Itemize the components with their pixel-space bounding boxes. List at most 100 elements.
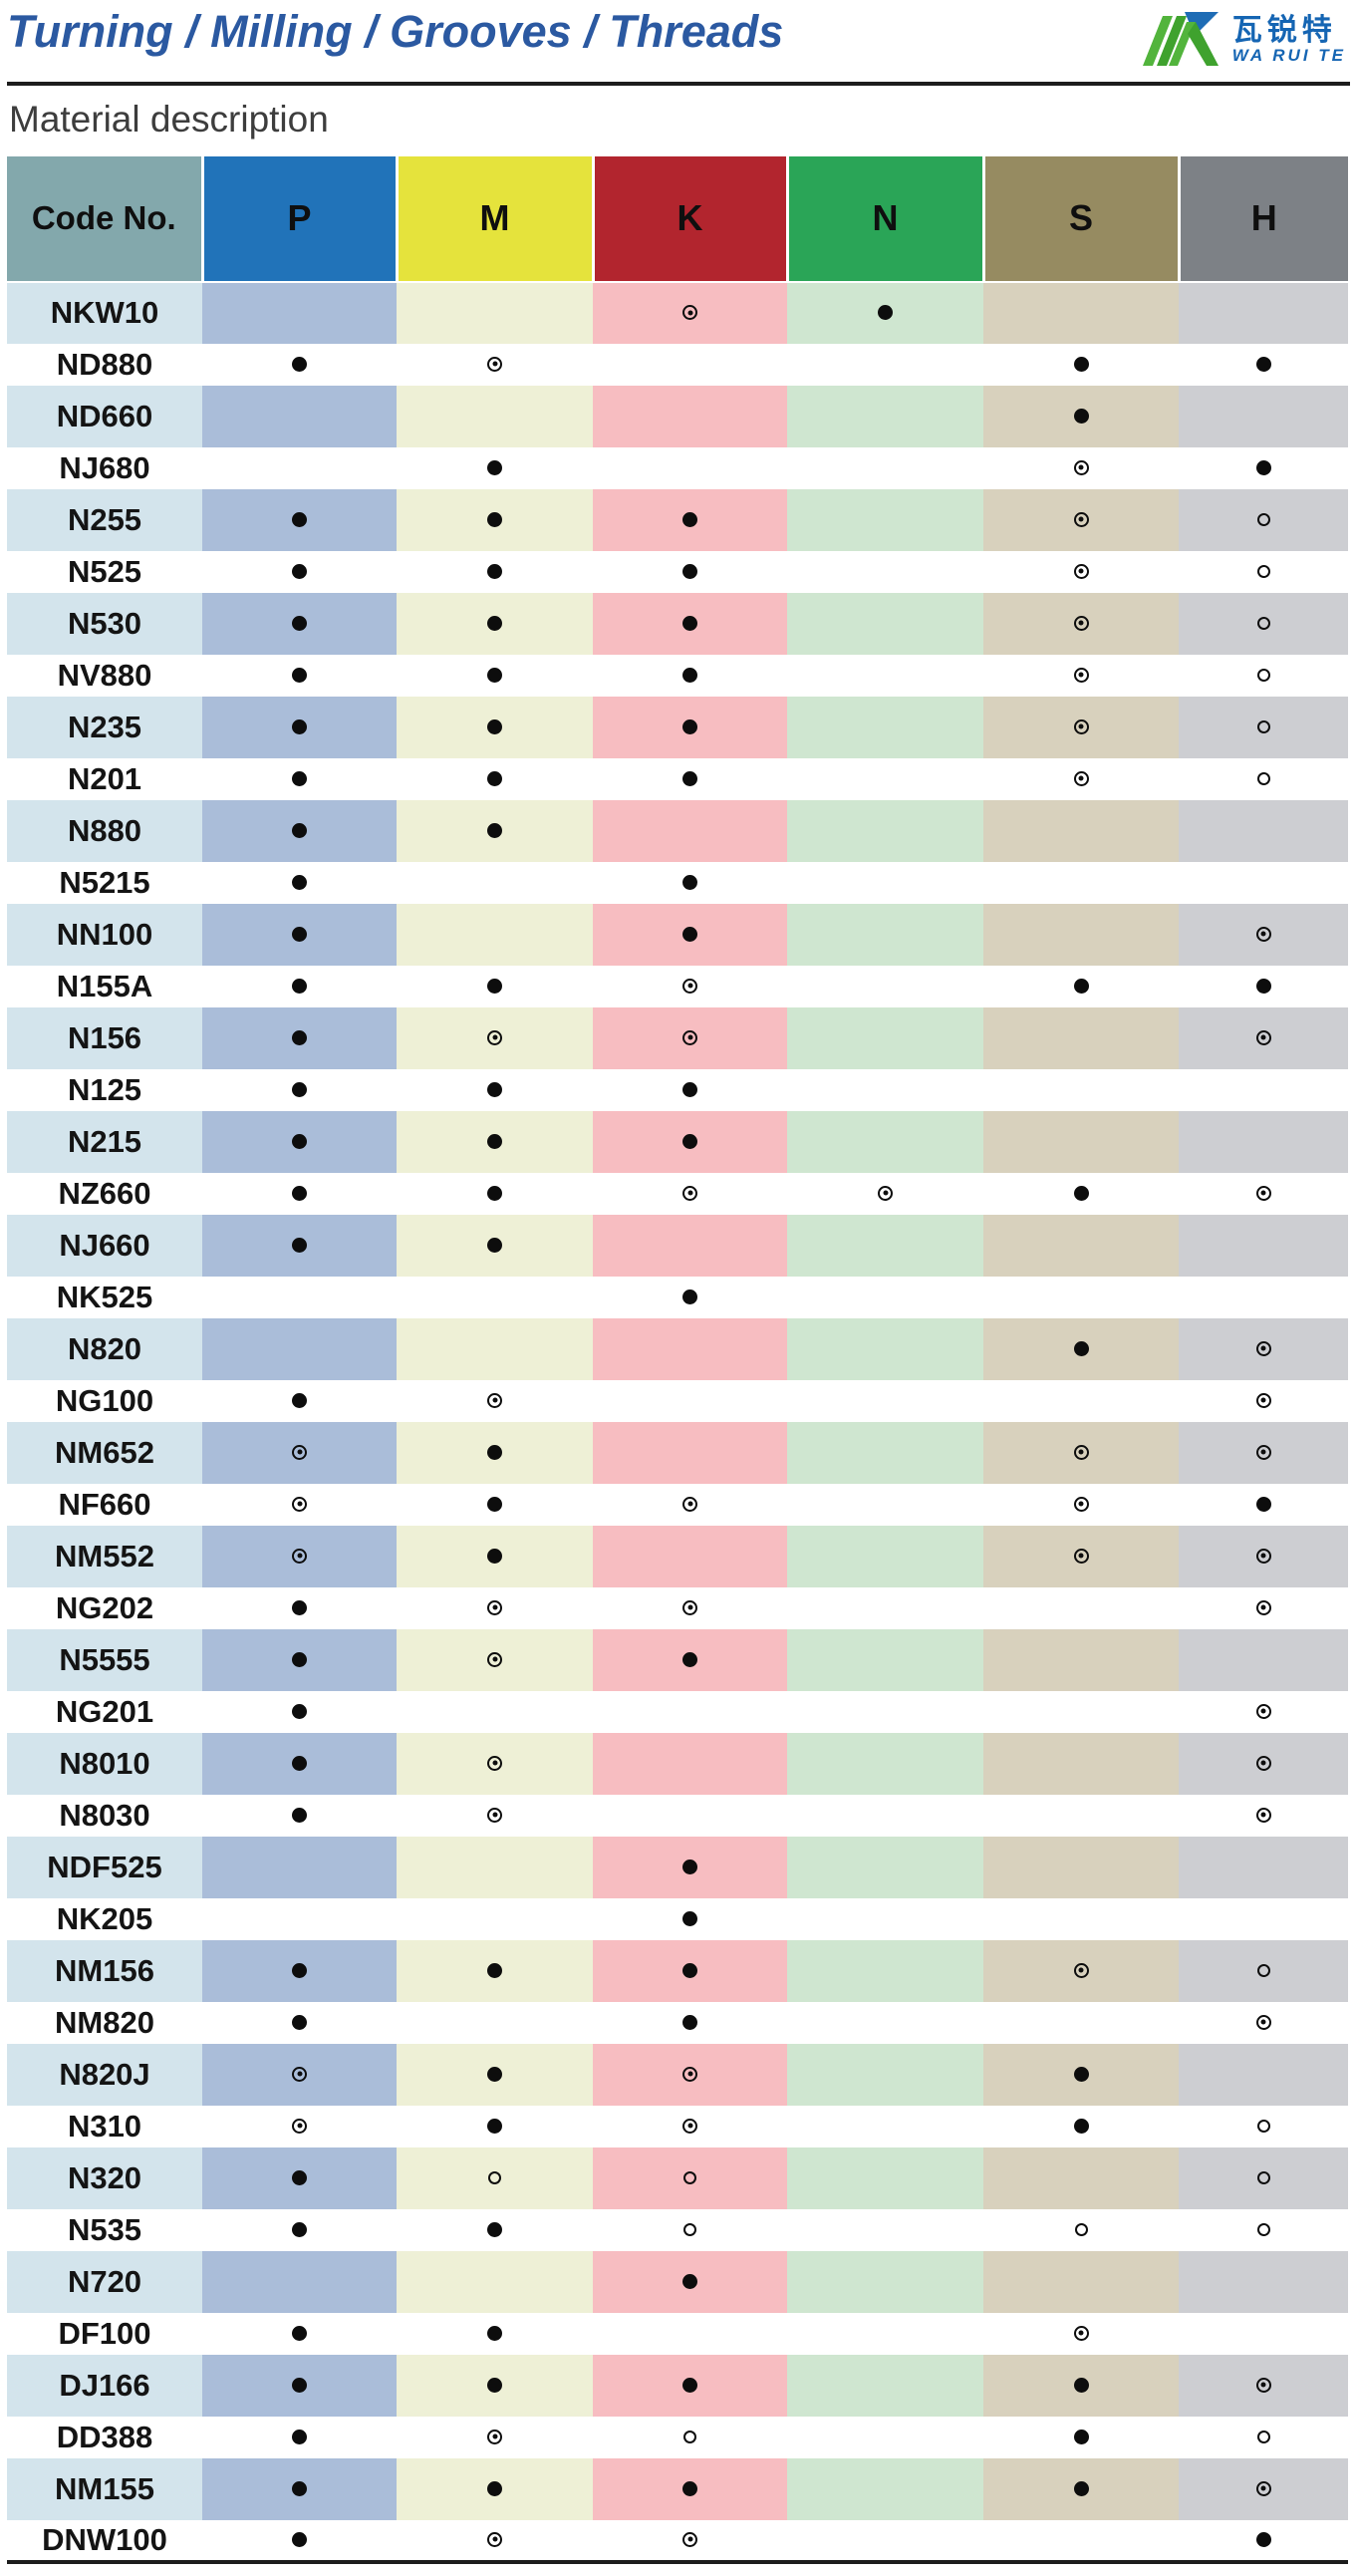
filled-dot-icon (487, 2066, 502, 2082)
bullseye-dot-icon (487, 2531, 502, 2547)
cell-S (983, 551, 1179, 593)
cell-H (1179, 551, 1348, 593)
cell-P (202, 1173, 397, 1215)
cell-N (787, 862, 983, 904)
cell-S (983, 1317, 1179, 1380)
open-dot-icon (683, 2222, 696, 2236)
cell-S (983, 1628, 1179, 1691)
filled-dot-icon (292, 2531, 307, 2547)
bullseye-dot-icon (1073, 667, 1089, 683)
filled-dot-icon (292, 1029, 307, 1045)
cell-N (787, 2147, 983, 2209)
bullseye-dot-icon (682, 305, 697, 321)
cell-P (202, 2002, 397, 2044)
table-row: N5555 (7, 1628, 1348, 1691)
table-row: NM155 (7, 2457, 1348, 2520)
filled-dot-icon (682, 1651, 697, 1667)
column-header-K: K (593, 155, 789, 283)
logo-mark-icon (1142, 12, 1219, 66)
cell-M (397, 1836, 593, 1898)
cell-H (1179, 1006, 1348, 1069)
cell-K (593, 2313, 787, 2355)
cell-K (593, 1795, 787, 1837)
cell-S (983, 1173, 1179, 1215)
filled-dot-icon (292, 1599, 307, 1615)
table-row: N880 (7, 799, 1348, 862)
cell-K (593, 592, 787, 655)
cell-S (983, 1836, 1179, 1898)
cell-H (1179, 1836, 1348, 1898)
cell-P (202, 1069, 397, 1111)
open-dot-icon (683, 2170, 696, 2184)
cell-S (983, 1898, 1179, 1940)
title-divider (7, 82, 1350, 86)
cell-N (787, 344, 983, 386)
filled-dot-icon (682, 2014, 697, 2030)
filled-dot-icon (292, 1133, 307, 1149)
filled-dot-icon (292, 2221, 307, 2237)
cell-S (983, 2002, 1179, 2044)
cell-K (593, 447, 787, 489)
bullseye-dot-icon (487, 1807, 502, 1823)
row-code: DNW100 (42, 2521, 167, 2557)
cell-P (202, 1317, 397, 1380)
cell-P (202, 385, 397, 447)
filled-dot-icon (292, 1237, 307, 1253)
table-row: NDF525 (7, 1836, 1348, 1898)
cell-N (787, 1898, 983, 1940)
cell-M (397, 1795, 593, 1837)
filled-dot-icon (487, 511, 502, 527)
cell-H (1179, 1525, 1348, 1587)
cell-S (983, 2313, 1179, 2355)
filled-dot-icon (292, 356, 307, 372)
cell-N (787, 592, 983, 655)
cell-P (202, 696, 397, 758)
row-code: N8030 (59, 1797, 150, 1833)
cell-K (593, 1317, 787, 1380)
row-code: ND880 (56, 346, 153, 382)
cell-P (202, 1484, 397, 1526)
cell-K (593, 1898, 787, 1940)
cell-P (202, 1525, 397, 1587)
bullseye-dot-icon (487, 1029, 502, 1045)
open-dot-icon (1256, 512, 1270, 526)
table-row: NG100 (7, 1380, 1348, 1422)
bullseye-dot-icon (1073, 770, 1089, 786)
cell-S (983, 1006, 1179, 1069)
filled-dot-icon (1255, 356, 1271, 372)
cell-M (397, 1898, 593, 1940)
filled-dot-icon (292, 1807, 307, 1823)
cell-M (397, 862, 593, 904)
open-dot-icon (1256, 719, 1270, 733)
cell-H (1179, 758, 1348, 800)
cell-M (397, 1317, 593, 1380)
filled-dot-icon (1073, 1185, 1089, 1201)
filled-dot-icon (487, 2377, 502, 2393)
cell-S (983, 903, 1179, 966)
cell-K (593, 1069, 787, 1111)
cell-S (983, 2106, 1179, 2147)
cell-K (593, 1380, 787, 1422)
row-code: N535 (67, 2211, 142, 2247)
cell-P (202, 1732, 397, 1795)
cell-P (202, 862, 397, 904)
cell-M (397, 281, 593, 344)
row-code: N125 (67, 1071, 142, 1107)
cell-P (202, 903, 397, 966)
cell-N (787, 2457, 983, 2520)
cell-P (202, 2313, 397, 2355)
row-code: N720 (7, 2250, 202, 2313)
open-dot-icon (1074, 2222, 1088, 2236)
row-code: N880 (7, 799, 202, 862)
cell-M (397, 1628, 593, 1691)
cell-N (787, 1277, 983, 1318)
row-code: NG202 (55, 1589, 154, 1625)
cell-K (593, 1525, 787, 1587)
cell-N (787, 1173, 983, 1215)
filled-dot-icon (487, 1133, 502, 1149)
table-row: NM156 (7, 1939, 1348, 2002)
filled-dot-icon (682, 563, 697, 579)
table-row: N310 (7, 2106, 1348, 2147)
cell-S (983, 1110, 1179, 1173)
